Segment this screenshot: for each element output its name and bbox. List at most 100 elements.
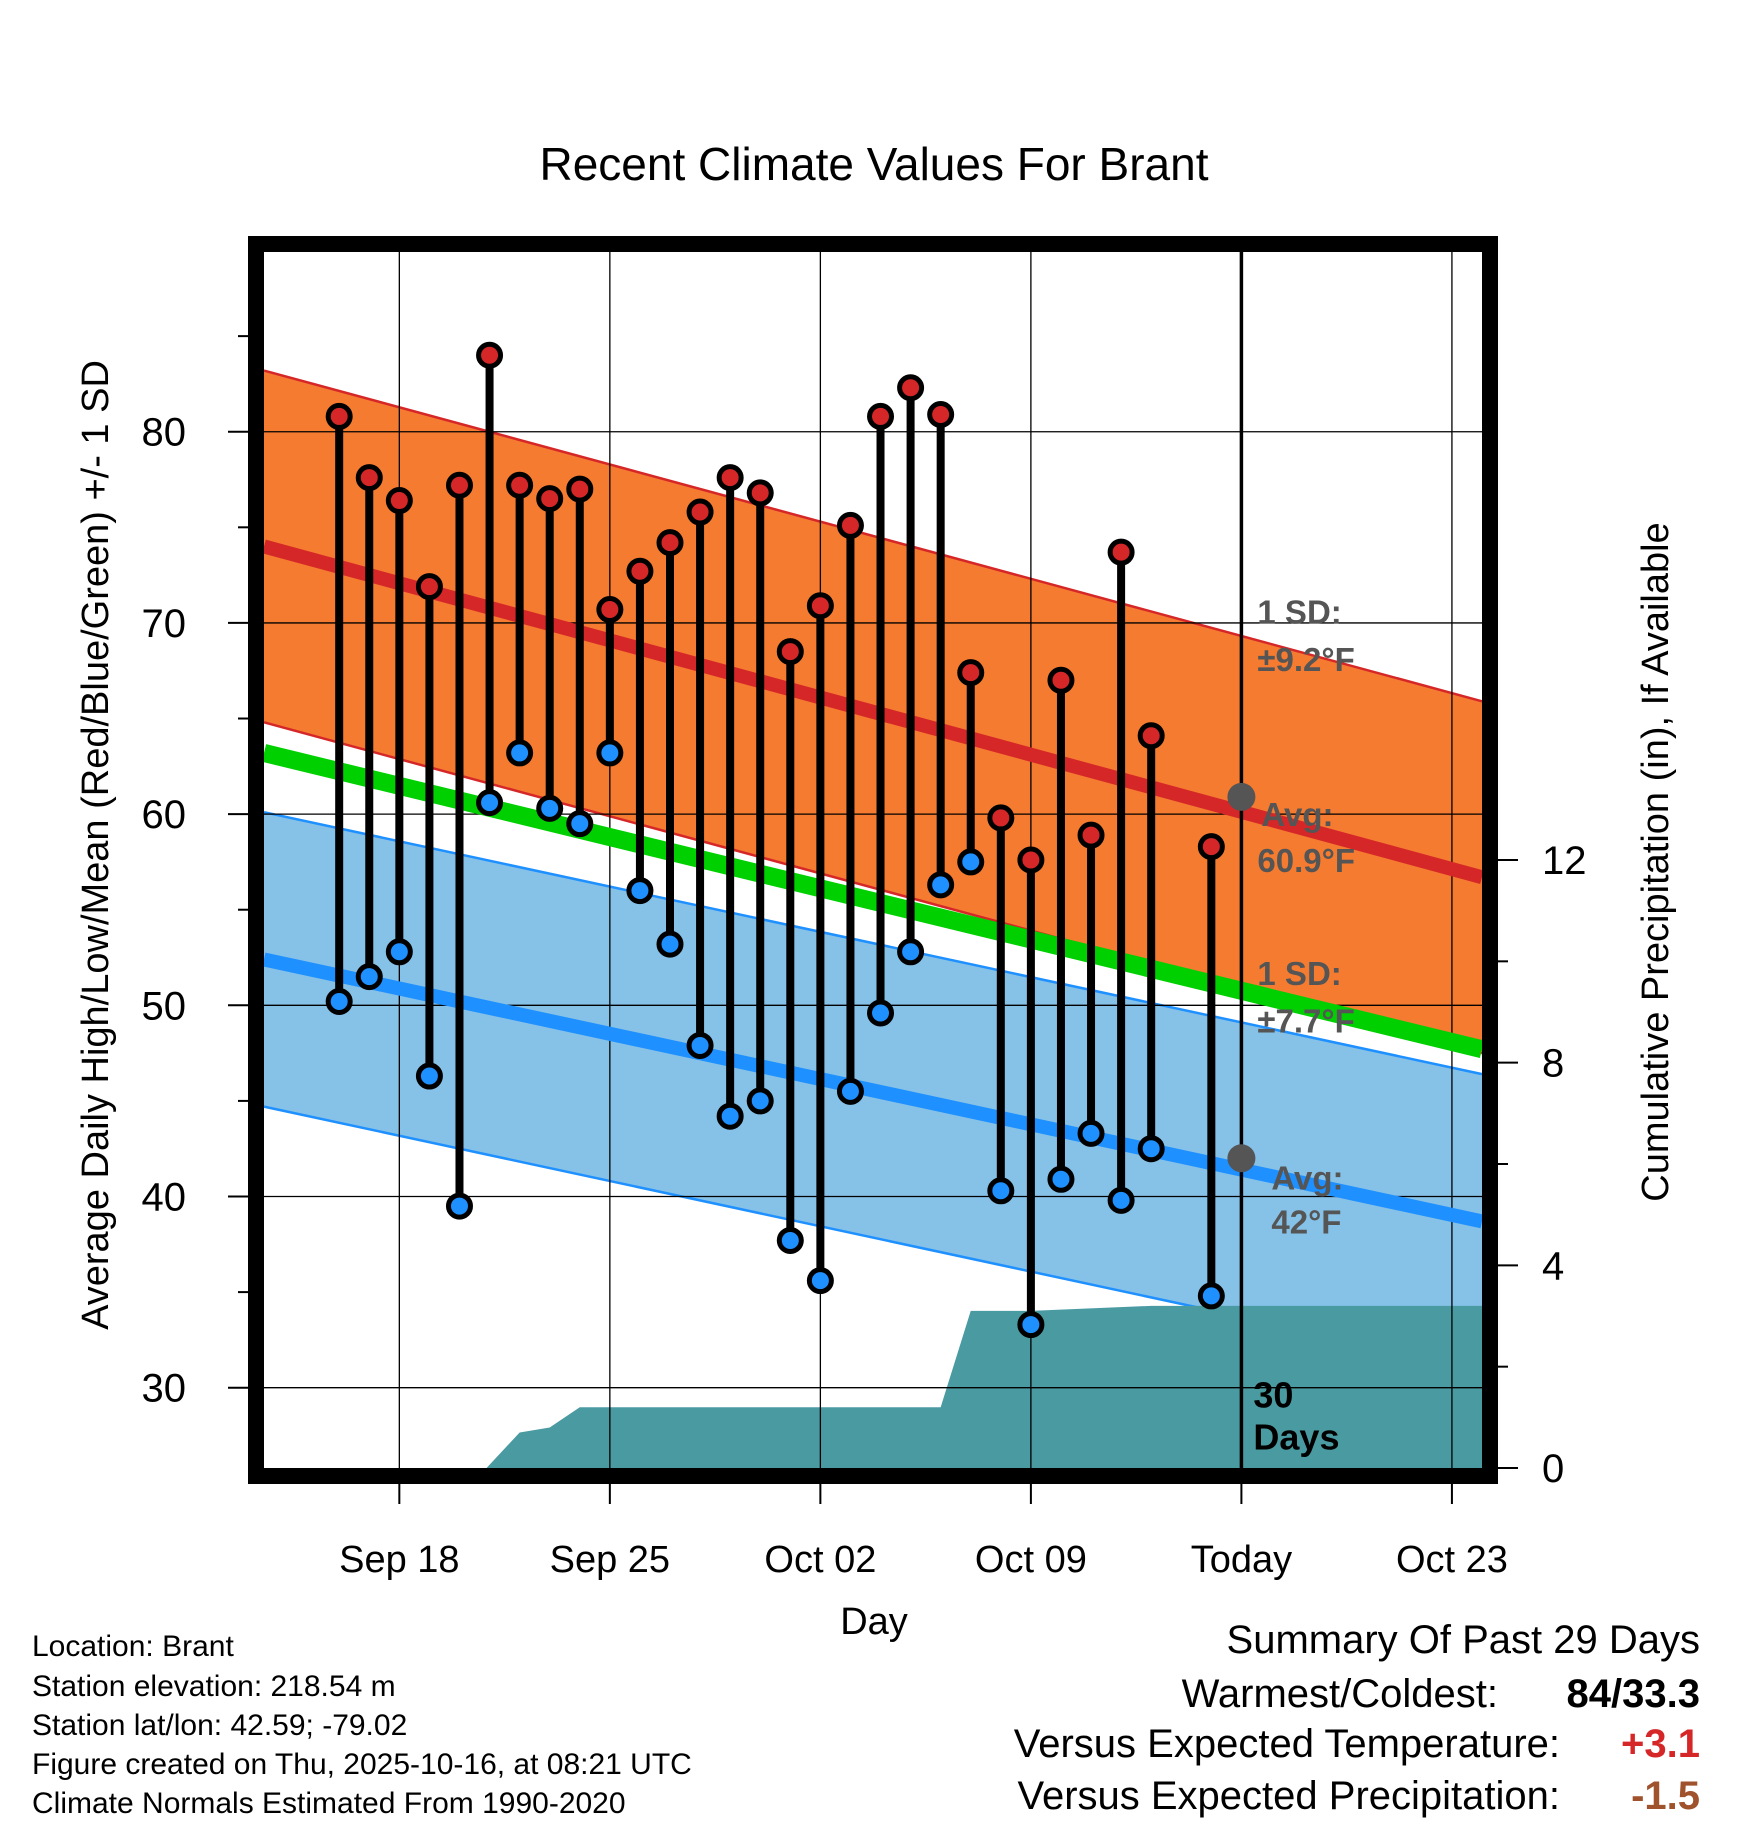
chart-title: Recent Climate Values For Brant xyxy=(540,138,1209,190)
high-marker-17 xyxy=(897,374,925,402)
y-tick-label-50: 50 xyxy=(142,984,187,1028)
high-marker-4 xyxy=(506,471,534,499)
low-marker-19 xyxy=(957,848,985,876)
low-marker-9 xyxy=(656,930,684,958)
high-marker-14 xyxy=(806,592,834,620)
y2-tick-label-4: 4 xyxy=(1542,1244,1564,1288)
warmest-label: Warmest/Coldest: xyxy=(1181,1672,1498,1716)
low-marker--1 xyxy=(355,963,383,991)
high-avg-value: 60.9°F xyxy=(1257,842,1355,879)
high-marker-22 xyxy=(1047,666,1075,694)
high-marker-8 xyxy=(626,557,654,585)
precip-value: -1.5 xyxy=(1631,1774,1700,1818)
high-marker-23 xyxy=(1077,821,1105,849)
low-marker-24 xyxy=(1107,1186,1135,1214)
x-tick-label-21: Oct 09 xyxy=(975,1539,1087,1581)
high-marker-2 xyxy=(445,471,473,499)
x-tick-label-14: Oct 02 xyxy=(764,1539,876,1581)
warmest-value: 84/33.3 xyxy=(1566,1672,1700,1716)
high-marker-16 xyxy=(867,402,895,430)
high-marker--1 xyxy=(355,464,383,492)
latlon-text: Station lat/lon: 42.59; -79.02 xyxy=(32,1709,408,1742)
low-marker-2 xyxy=(445,1192,473,1220)
high-marker-1 xyxy=(415,573,443,601)
low-marker-12 xyxy=(746,1087,774,1115)
low-marker-15 xyxy=(836,1077,864,1105)
low-marker-20 xyxy=(987,1177,1015,1205)
high-marker-6 xyxy=(566,475,594,503)
y-tick-label-70: 70 xyxy=(142,602,187,646)
low-marker-5 xyxy=(536,794,564,822)
y-tick-label-60: 60 xyxy=(142,793,187,837)
low-marker-22 xyxy=(1047,1165,1075,1193)
high-sd-upper-edge xyxy=(263,369,1483,703)
avg-mean-line xyxy=(264,744,1482,1059)
low-marker-17 xyxy=(897,938,925,966)
high-mean-line xyxy=(264,539,1482,884)
high-marker-0 xyxy=(385,487,413,515)
plot-frame xyxy=(248,236,1498,1484)
low-marker-3 xyxy=(476,789,504,817)
x-axis-label: Day xyxy=(840,1601,908,1643)
y2-axis-label: Cumulative Precipitation (in), If Availa… xyxy=(1635,522,1677,1201)
low-marker-25 xyxy=(1137,1135,1165,1163)
created-text: Figure created on Thu, 2025-10-16, at 08… xyxy=(32,1748,692,1781)
high-sd-label: 1 SD: xyxy=(1257,593,1341,630)
high-sd-value: ±9.2°F xyxy=(1257,641,1354,678)
high-marker-13 xyxy=(776,638,804,666)
high-marker-25 xyxy=(1137,722,1165,750)
low-marker-10 xyxy=(686,1031,714,1059)
high-marker-24 xyxy=(1107,538,1135,566)
high-marker-3 xyxy=(476,341,504,369)
high-avg-point xyxy=(1227,782,1256,811)
low-marker--2 xyxy=(325,987,353,1015)
low-marker-27 xyxy=(1197,1282,1225,1310)
low-marker-8 xyxy=(626,877,654,905)
y2-tick-label-8: 8 xyxy=(1542,1042,1564,1086)
low-sd-value: ±7.7°F xyxy=(1257,1003,1354,1040)
high-marker-27 xyxy=(1197,833,1225,861)
days-count-label: 30 xyxy=(1253,1374,1293,1415)
x-tick-label-0: Sep 18 xyxy=(339,1539,459,1581)
summary-title: Summary Of Past 29 Days xyxy=(1226,1618,1700,1662)
low-marker-23 xyxy=(1077,1119,1105,1147)
low-marker-7 xyxy=(596,739,624,767)
low-marker-13 xyxy=(776,1226,804,1254)
low-marker-1 xyxy=(415,1062,443,1090)
high-avg-label: Avg: xyxy=(1261,796,1333,833)
high-marker-5 xyxy=(536,485,564,513)
high-marker-21 xyxy=(1017,846,1045,874)
high-marker-11 xyxy=(716,464,744,492)
x-tick-label-35: Oct 23 xyxy=(1396,1539,1508,1581)
low-marker-6 xyxy=(566,810,594,838)
high-marker-18 xyxy=(927,401,955,429)
elevation-text: Station elevation: 218.54 m xyxy=(32,1670,396,1703)
temp-value: +3.1 xyxy=(1621,1722,1700,1766)
high-marker-10 xyxy=(686,498,714,526)
x-tick-label-28: Today xyxy=(1191,1539,1292,1581)
low-marker-4 xyxy=(506,739,534,767)
low-marker-11 xyxy=(716,1102,744,1130)
precip-area xyxy=(264,1305,1482,1468)
temp-label: Versus Expected Temperature: xyxy=(1013,1722,1560,1766)
low-marker-14 xyxy=(806,1267,834,1295)
high-marker-12 xyxy=(746,479,774,507)
normals-text: Climate Normals Estimated From 1990-2020 xyxy=(32,1787,626,1820)
high-marker-19 xyxy=(957,659,985,687)
y-tick-label-40: 40 xyxy=(142,1176,187,1220)
y-tick-label-30: 30 xyxy=(142,1367,187,1411)
y2-tick-label-0: 0 xyxy=(1542,1447,1564,1491)
x-tick-label-7: Sep 25 xyxy=(550,1539,670,1581)
low-marker-18 xyxy=(927,871,955,899)
high-marker-7 xyxy=(596,596,624,624)
y2-tick-label-12: 12 xyxy=(1542,839,1587,883)
low-sd-upper-edge xyxy=(263,810,1483,1076)
low-marker-0 xyxy=(385,938,413,966)
high-marker-20 xyxy=(987,804,1015,832)
days-text-label: Days xyxy=(1253,1416,1339,1457)
high-marker-9 xyxy=(656,529,684,557)
low-mean-line xyxy=(264,952,1482,1229)
low-avg-label: Avg: xyxy=(1271,1159,1343,1196)
low-sd-label: 1 SD: xyxy=(1257,955,1341,992)
